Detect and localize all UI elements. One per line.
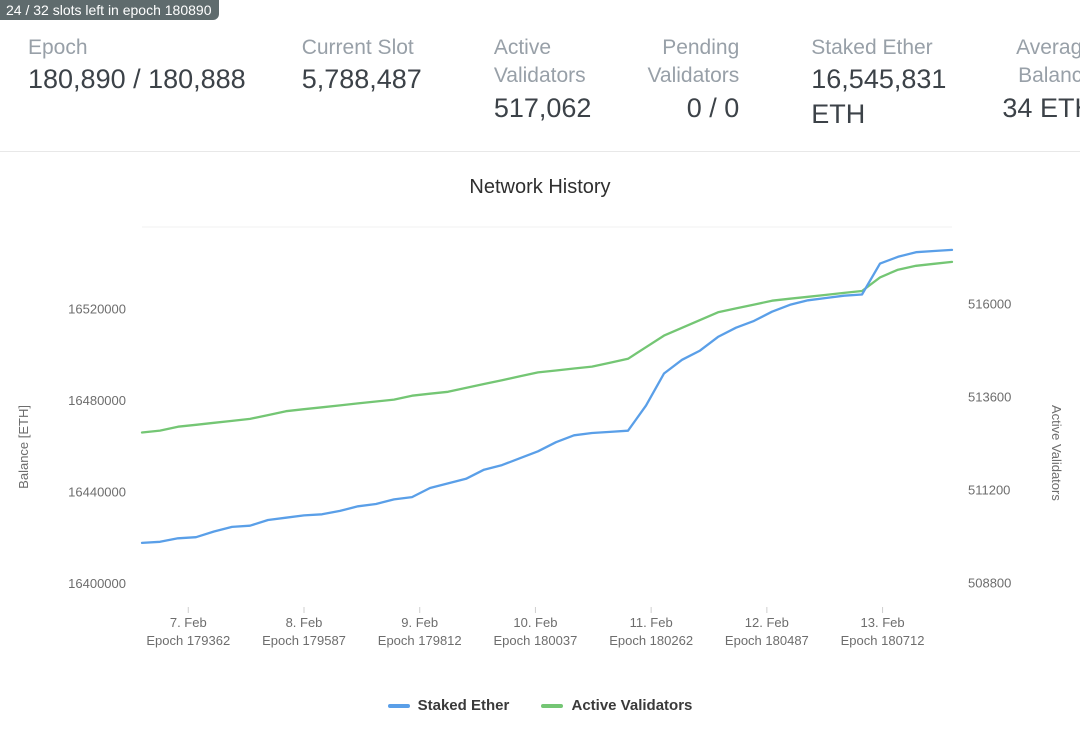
svg-text:11. Feb: 11. Feb: [630, 615, 673, 630]
stat-active-validators: ActiveValidators 517,062: [466, 34, 620, 133]
stat-label: Current Slot: [302, 34, 422, 62]
stats-row: Epoch 180,890 / 180,888 Current Slot 5,7…: [0, 20, 1080, 152]
network-history-chart: 16400000 16440000 16480000 16520000 508800 51…: [12, 217, 1068, 687]
legend-label: Active Validators: [571, 697, 692, 714]
stat-average-balance: AverageBalance 34 ETH: [974, 34, 1080, 133]
chart-legend: Staked Ether Active Validators: [12, 695, 1068, 715]
stat-current-slot: Current Slot 5,788,487: [274, 34, 450, 133]
svg-text:12. Feb: 12. Feb: [745, 615, 789, 630]
svg-text:Epoch 180712: Epoch 180712: [841, 633, 925, 648]
chart-wrap: Balance [ETH] Active Validators 16400000…: [12, 217, 1068, 687]
svg-text:Epoch 180037: Epoch 180037: [493, 633, 577, 648]
svg-text:Epoch 180262: Epoch 180262: [609, 633, 693, 648]
svg-text:Epoch 179362: Epoch 179362: [146, 633, 230, 648]
stat-label: PendingValidators: [647, 34, 739, 91]
stat-staked-ether: Staked Ether 16,545,831ETH: [783, 34, 974, 133]
stat-value: 34 ETH: [1002, 91, 1080, 126]
legend-item-active-validators[interactable]: Active Validators: [541, 697, 692, 714]
legend-label: Staked Ether: [418, 697, 510, 714]
svg-text:16520000: 16520000: [68, 301, 126, 316]
stat-value: 5,788,487: [302, 62, 422, 97]
chart-area: Network History Balance [ETH] Active Val…: [0, 152, 1080, 723]
svg-text:16400000: 16400000: [68, 576, 126, 591]
svg-text:16480000: 16480000: [68, 393, 126, 408]
svg-text:508800: 508800: [968, 575, 1011, 590]
stat-label: Staked Ether: [811, 34, 946, 62]
svg-text:Epoch 180487: Epoch 180487: [725, 633, 809, 648]
svg-text:16440000: 16440000: [68, 484, 126, 499]
legend-item-staked-ether[interactable]: Staked Ether: [388, 697, 510, 714]
svg-text:516000: 516000: [968, 296, 1011, 311]
svg-text:13. Feb: 13. Feb: [861, 615, 905, 630]
stat-value: 0 / 0: [647, 91, 739, 126]
stat-label: ActiveValidators: [494, 34, 592, 91]
svg-text:10. Feb: 10. Feb: [513, 615, 557, 630]
slots-badge: 24 / 32 slots left in epoch 180890: [0, 0, 219, 20]
stat-value: 517,062: [494, 91, 592, 126]
stat-value: 16,545,831ETH: [811, 62, 946, 132]
svg-text:Epoch 179587: Epoch 179587: [262, 633, 346, 648]
stat-value: 180,890 / 180,888: [28, 62, 246, 97]
chart-title: Network History: [12, 176, 1068, 199]
svg-text:9. Feb: 9. Feb: [401, 615, 438, 630]
stat-label: Epoch: [28, 34, 246, 62]
svg-text:7. Feb: 7. Feb: [170, 615, 207, 630]
legend-swatch: [388, 704, 410, 708]
svg-text:8. Feb: 8. Feb: [286, 615, 323, 630]
legend-swatch: [541, 704, 563, 708]
left-axis-title: Balance [ETH]: [16, 405, 31, 489]
svg-text:Epoch 179812: Epoch 179812: [378, 633, 462, 648]
stat-label: AverageBalance: [1002, 34, 1080, 91]
svg-text:511200: 511200: [968, 482, 1010, 497]
svg-text:513600: 513600: [968, 389, 1011, 404]
stat-pending-validators: PendingValidators 0 / 0: [619, 34, 767, 133]
right-axis-title: Active Validators: [1049, 405, 1064, 501]
stat-epoch: Epoch 180,890 / 180,888: [0, 34, 274, 133]
